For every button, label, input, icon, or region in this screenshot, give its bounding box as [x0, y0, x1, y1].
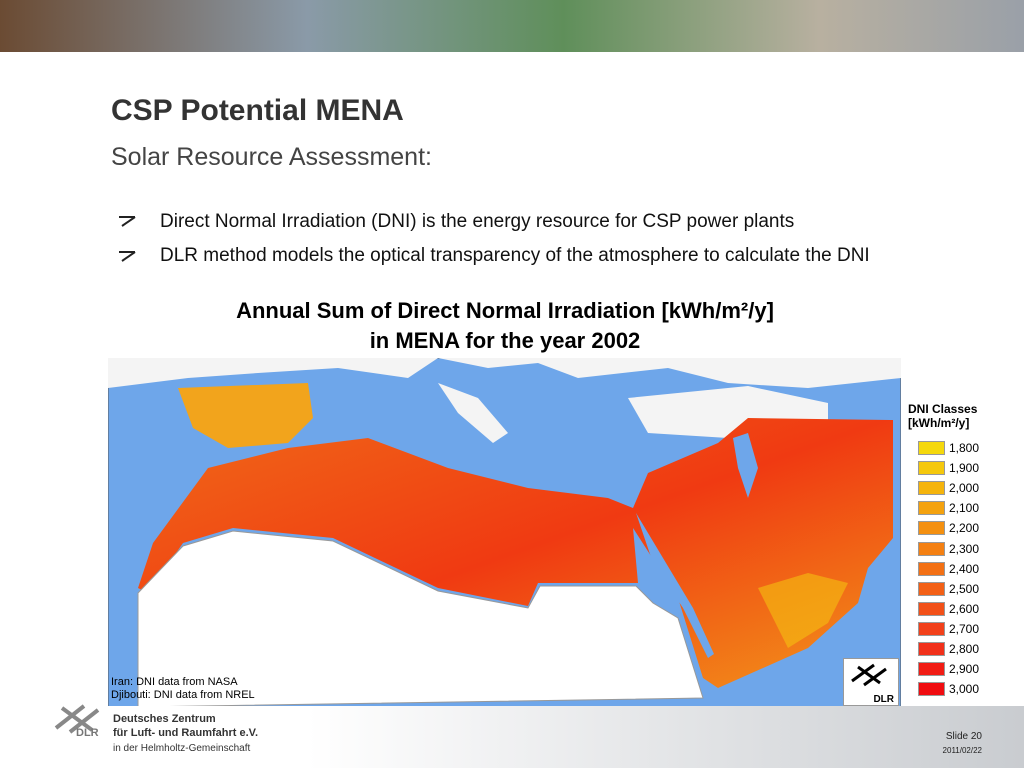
- legend-item: 2,200: [918, 521, 980, 536]
- legend-item: 2,400: [918, 561, 980, 576]
- legend-title-line: DNI Classes: [908, 402, 978, 416]
- legend-swatch: [918, 521, 945, 536]
- footer: [0, 706, 1024, 768]
- legend-swatch: [918, 501, 945, 516]
- legend-label: 2,700: [949, 621, 980, 636]
- legend-swatch: [918, 461, 945, 476]
- legend-item: 2,500: [918, 581, 980, 596]
- legend-item: 3,000: [918, 682, 980, 697]
- legend-item: 1,900: [918, 461, 980, 476]
- legend-title: DNI Classes [kWh/m²/y]: [908, 402, 977, 430]
- legend-swatch: [918, 581, 945, 596]
- legend-label: 2,900: [949, 662, 980, 677]
- legend-label: 2,200: [949, 521, 980, 536]
- header-banner: [0, 0, 1024, 52]
- legend-item: 2,100: [918, 501, 980, 516]
- bullet-arrow: [119, 251, 136, 262]
- legend-label: 2,000: [949, 481, 980, 496]
- legend-swatch: [918, 481, 945, 496]
- bullet: Direct Normal Irradiation (DNI) is the e…: [160, 211, 795, 232]
- subtitle: Solar Resource Assessment:: [111, 143, 432, 171]
- legend-label: 1,800: [949, 441, 980, 455]
- legend-label: 3,000: [949, 682, 980, 697]
- legend-item: 2,900: [918, 662, 980, 677]
- legend-label: 2,500: [949, 581, 980, 596]
- legend-swatch: [918, 642, 945, 656]
- legend-label: 2,800: [949, 642, 980, 656]
- legend-label: 2,300: [949, 541, 980, 556]
- legend-item: 1,800: [918, 441, 979, 455]
- legend-label: 2,600: [949, 601, 980, 616]
- logo-mark: [851, 663, 887, 687]
- logo-text: DLR: [873, 694, 894, 705]
- footer-org: für Luft- und Raumfahrt e.V.: [113, 727, 259, 739]
- legend-label: 2,400: [949, 561, 980, 576]
- slide-date: 2011/02/22: [942, 746, 982, 755]
- footer-logo-text: DLR: [76, 727, 99, 739]
- legend-item: 2,300: [918, 541, 980, 556]
- legend-title-line: [kWh/m²/y]: [908, 416, 970, 430]
- legend-item: 2,600: [918, 601, 980, 616]
- map-title: in MENA for the year 2002: [369, 328, 641, 353]
- map-note: Iran: DNI data from NASA: [111, 676, 238, 688]
- legend-swatch: [918, 441, 945, 455]
- footer-org: Deutsches Zentrum: [113, 713, 216, 725]
- footer-logo-mark: [54, 704, 100, 734]
- legend-label: 1,900: [949, 461, 980, 476]
- bullet-arrow: [119, 216, 136, 227]
- bullet: DLR method models the optical transparen…: [160, 245, 870, 266]
- legend-swatch: [918, 541, 945, 556]
- legend-swatch: [918, 621, 945, 636]
- slide-number: Slide 20: [945, 731, 982, 742]
- legend-swatch: [918, 682, 945, 697]
- legend-item: 2,800: [918, 642, 979, 656]
- footer-org: in der Helmholtz-Gemeinschaft: [113, 743, 251, 754]
- map: [108, 358, 901, 707]
- legend-item: 2,700: [918, 621, 980, 636]
- legend-swatch: [918, 561, 945, 576]
- title: CSP Potential MENA: [111, 94, 404, 127]
- legend-swatch: [918, 662, 945, 677]
- map-note: Djibouti: DNI data from NREL: [111, 689, 255, 701]
- map-title: Annual Sum of Direct Normal Irradiation …: [236, 298, 774, 323]
- legend-item: 2,000: [918, 481, 980, 496]
- legend-label: 2,100: [949, 501, 980, 516]
- map-logo: DLR: [843, 658, 899, 706]
- legend-swatch: [918, 601, 945, 616]
